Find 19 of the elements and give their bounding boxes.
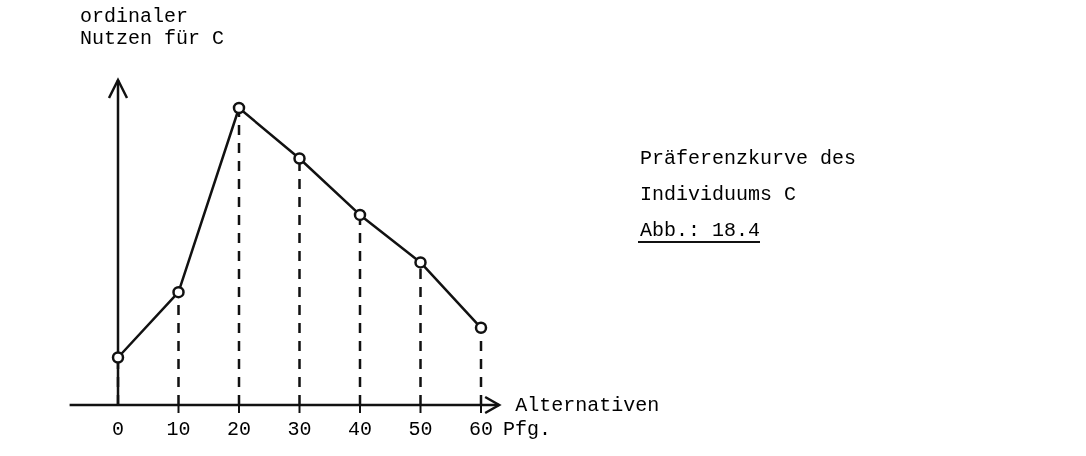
x-tick-label: 40 [347,418,373,441]
x-tick-label: 30 [287,418,312,441]
text: Präferenzkurve des Individuums C [640,147,857,206]
point [353,208,367,222]
point [474,321,488,335]
point [414,256,427,269]
point [172,285,185,299]
text: Abb.: 18.4 [640,219,761,242]
x-axis-title: Alternativen [515,394,660,417]
point [111,351,125,364]
x-tick-label: 0 [111,418,125,441]
x-tick-label: 60 [468,418,494,441]
text: Pfg. [503,418,552,441]
x-tick-label: 50 [408,418,433,441]
point [293,152,306,165]
point [232,101,246,115]
x-tick-label: 10 [166,418,191,441]
x-tick-label: 20 [226,418,252,441]
y-axis-title: ordinaler Nutzen für C [80,5,225,50]
